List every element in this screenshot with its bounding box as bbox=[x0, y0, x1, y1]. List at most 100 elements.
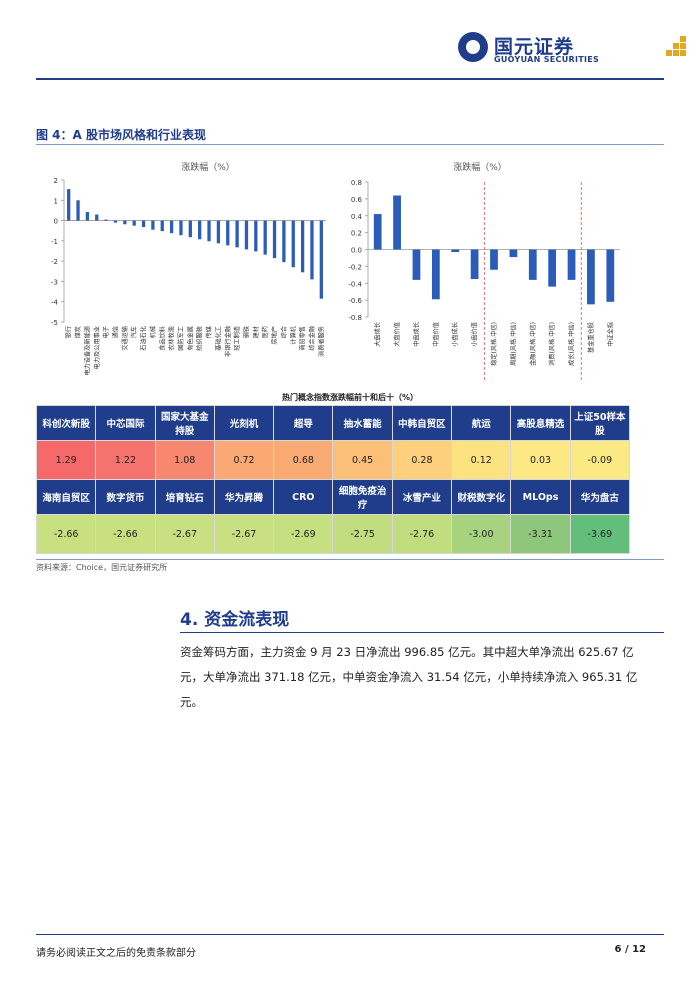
bar bbox=[113, 220, 118, 223]
concept-value-cell: -0.09 bbox=[569, 440, 631, 480]
category-label: 商贸零售 bbox=[299, 326, 307, 351]
bar bbox=[216, 220, 221, 244]
category-label: 计算机 bbox=[289, 325, 297, 344]
table-row-top-names: 科创次新股 中芯国际 国家大基金持股 光刻机 超导 抽水蓄能 中韩自贸区 航运 高股息精选 上证5… bbox=[35, 405, 631, 441]
concept-value-cell: 0.28 bbox=[391, 440, 453, 480]
concept-value-cell: 1.22 bbox=[95, 440, 156, 480]
concept-name-cell: 超导 bbox=[273, 405, 334, 441]
concept-value-cell: -3.69 bbox=[569, 514, 631, 554]
hot-concept-table: 科创次新股 中芯国际 国家大基金持股 光刻机 超导 抽水蓄能 中韩自贸区 航运 高股息精选 上证5… bbox=[35, 405, 631, 554]
y-tick-label: 1 bbox=[54, 197, 58, 205]
style-change-chart: 涨跌幅（%） 0.8 0.6 0.4 0.2 0.0 -0.2 -0.4 -0.6 -0.8 大… bbox=[348, 161, 620, 380]
y-tick-label: -4 bbox=[51, 299, 59, 307]
category-label: 中盘成长 bbox=[412, 322, 420, 347]
category-label: 医药 bbox=[261, 326, 269, 338]
concept-name-cell: 培育钻石 bbox=[154, 479, 215, 515]
concept-name-cell: 华为盘古 bbox=[569, 479, 631, 515]
y-tick-label: -3 bbox=[51, 278, 58, 286]
bar bbox=[431, 249, 440, 300]
bar bbox=[85, 212, 90, 221]
bar bbox=[310, 220, 314, 280]
category-label: 消费(风格.中信) bbox=[548, 322, 556, 366]
company-name-en: GUOYUAN SECURITIES bbox=[494, 55, 600, 64]
concept-value-cell: -2.67 bbox=[213, 514, 275, 554]
footer-disclaimer: 请务必阅读正文之后的免责条款部分 bbox=[36, 948, 196, 959]
concept-value-cell: -2.69 bbox=[273, 514, 334, 554]
bar bbox=[509, 249, 518, 258]
y-tick-label: 0.0 bbox=[351, 247, 362, 255]
concept-value-cell: 0.72 bbox=[213, 440, 275, 480]
bar bbox=[226, 220, 230, 246]
concept-name-cell: 中芯国际 bbox=[95, 405, 156, 441]
y-tick-label: 0.2 bbox=[351, 230, 362, 238]
concept-name-cell: 抽水蓄能 bbox=[332, 405, 393, 441]
category-label: 农林牧渔 bbox=[168, 326, 176, 351]
category-label: 有色金属 bbox=[186, 326, 194, 351]
category-label: 稳定(风格.中信) bbox=[490, 322, 498, 366]
y-tick-label: -0.6 bbox=[348, 297, 362, 305]
category-label: 电力设备及新能源 bbox=[83, 326, 91, 376]
bar bbox=[282, 220, 286, 263]
bar bbox=[528, 249, 537, 280]
concept-name-cell: 高股息精选 bbox=[510, 405, 571, 441]
category-label: 石油石化 bbox=[140, 326, 148, 351]
concept-name-cell: 光刻机 bbox=[213, 405, 275, 441]
category-label: 国防军工 bbox=[177, 326, 185, 351]
category-label: 基金重仓股 bbox=[587, 322, 595, 353]
company-name: 国元证券 bbox=[494, 36, 575, 58]
y-tick-label: 2 bbox=[54, 177, 58, 185]
concept-value-cell: -2.67 bbox=[154, 514, 215, 554]
bar bbox=[490, 249, 498, 270]
concept-value-cell: -2.76 bbox=[391, 514, 453, 554]
bar bbox=[179, 220, 183, 236]
concept-name-cell: MLOps bbox=[510, 479, 571, 515]
y-tick-label: -2 bbox=[51, 258, 58, 266]
concept-name-cell: 国家大基金持股 bbox=[154, 405, 215, 441]
category-label: 电子 bbox=[102, 326, 110, 338]
concept-value-cell: 0.45 bbox=[332, 440, 393, 480]
concept-value-cell: 0.03 bbox=[510, 440, 571, 480]
category-label: 周期(风格.中信) bbox=[509, 322, 517, 366]
bar bbox=[95, 214, 99, 221]
table-title: 热门概念指数涨跌幅前十和后十（%） bbox=[281, 393, 418, 402]
bar bbox=[141, 220, 146, 228]
y-tick-label: 0.8 bbox=[351, 179, 362, 187]
category-label: 中证全指 bbox=[606, 322, 614, 347]
concept-value-cell: -3.00 bbox=[451, 514, 512, 554]
concept-name-cell: CRO bbox=[273, 479, 334, 515]
bar bbox=[151, 220, 155, 230]
category-label: 纺织服装 bbox=[196, 326, 204, 351]
concept-name-cell: 细胞免疫治疗 bbox=[332, 479, 393, 515]
concept-value-cell: -2.66 bbox=[95, 514, 156, 554]
category-label: 小盘价值 bbox=[471, 322, 479, 347]
category-label: 煤炭 bbox=[74, 326, 82, 338]
concept-name-cell: 财税数字化 bbox=[451, 479, 512, 515]
table-row-top-values: 1.29 1.22 1.08 0.72 0.68 0.45 0.28 0.12 0.03 -0.0… bbox=[35, 440, 631, 480]
bar bbox=[263, 220, 267, 255]
bar bbox=[169, 220, 174, 234]
category-label: 综合 bbox=[280, 326, 288, 338]
page-number: 6 / 12 bbox=[614, 944, 647, 955]
concept-name-cell: 数字货币 bbox=[95, 479, 156, 515]
bar bbox=[104, 219, 108, 221]
bar bbox=[451, 249, 460, 253]
industry-change-chart: 涨跌幅（%） 2 1 0 -1 -2 -3 -4 -5 银行 煤炭 电力设备及新能源 电力及公用事业… bbox=[51, 161, 326, 376]
concept-value-cell: 0.68 bbox=[273, 440, 334, 480]
category-label: 交通运输 bbox=[121, 325, 129, 351]
category-label: 大盘价值 bbox=[393, 322, 401, 347]
concept-value-cell: -3.31 bbox=[510, 514, 571, 554]
bar bbox=[160, 220, 164, 232]
section-rule bbox=[180, 632, 664, 633]
bar bbox=[198, 220, 202, 240]
bar bbox=[244, 220, 249, 250]
concept-name-cell: 中韩自贸区 bbox=[391, 405, 453, 441]
category-label: 银行 bbox=[65, 326, 73, 338]
concept-value-cell: -2.66 bbox=[35, 514, 97, 554]
bar bbox=[587, 249, 595, 305]
figure-source: 资料来源：Choice，国元证券研究所 bbox=[36, 563, 168, 572]
category-label: 成长(风格.中信) bbox=[568, 322, 576, 366]
y-tick-label: -0.4 bbox=[348, 280, 362, 288]
footer-divider bbox=[36, 934, 664, 935]
category-label: 非银行金融 bbox=[224, 326, 232, 357]
concept-name-cell: 冰雪产业 bbox=[391, 479, 453, 515]
